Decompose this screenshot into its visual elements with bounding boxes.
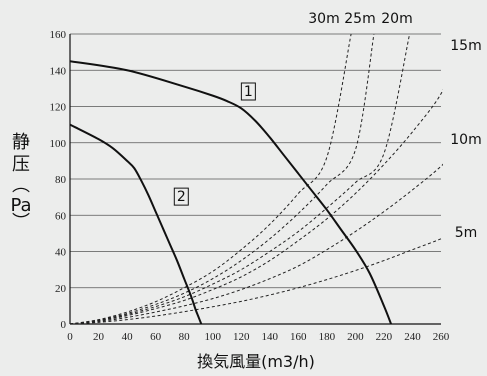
duct-label-10m: 10m: [450, 132, 481, 148]
duct-curve-5m: [70, 237, 443, 324]
x-tick-label-240: 240: [404, 331, 421, 343]
y-axis-label-part-4: ︶: [12, 212, 30, 233]
x-tick-label-20: 20: [93, 331, 105, 343]
x-tick-label-60: 60: [150, 331, 162, 343]
x-tick-label-40: 40: [122, 331, 134, 343]
x-tick-label-200: 200: [347, 331, 364, 343]
x-tick-label-100: 100: [204, 331, 221, 343]
x-tick-label-220: 220: [376, 331, 393, 343]
y-axis-label-part-2: ︵: [12, 175, 30, 196]
y-axis-label-part-0: 静: [12, 132, 30, 153]
x-tick-label-180: 180: [319, 331, 336, 343]
y-axis-label-part-1: 压: [12, 154, 30, 175]
x-tick-label-0: 0: [67, 331, 73, 343]
duct-label-5m: 5m: [455, 225, 478, 241]
grid: [70, 33, 441, 289]
y-tick-label-120: 120: [50, 102, 67, 114]
annotation-1: 1: [240, 82, 256, 101]
duct-label-25m: 25m: [344, 11, 375, 27]
y-tick-label-60: 60: [55, 210, 67, 222]
duct-label-15m: 15m: [450, 38, 481, 54]
labels: 1 2 30m 25m 20m 15m 10m 5m 静压︵Pa︶ 換気風量(m3/h): [10, 11, 481, 371]
duct-curve-15m: [70, 88, 443, 324]
axes: 0 20 40 60 80 100 120 140 160 0 20 40 60 80 100 120 140 1…: [50, 29, 450, 343]
duct-curve-20m: [70, 34, 411, 324]
duct-curve-10m: [70, 163, 443, 324]
duct-curves: [70, 34, 443, 324]
annotation-text-2: 2: [177, 189, 186, 205]
y-tick-label-20: 20: [55, 283, 67, 295]
duct-curve-25m: [70, 34, 375, 324]
y-tick-label-140: 140: [50, 65, 67, 77]
y-tick-label-0: 0: [61, 319, 67, 331]
x-tick-label-140: 140: [262, 331, 279, 343]
duct-label-20m: 20m: [381, 11, 412, 27]
y-tick-label-80: 80: [55, 174, 67, 186]
duct-curve-30m: [70, 34, 352, 324]
x-tick-label-160: 160: [290, 331, 307, 343]
x-axis-label: 換気風量(m3/h): [197, 352, 315, 371]
series-curve-2: [70, 123, 203, 324]
annotation-2: 2: [173, 187, 189, 206]
y-tick-label-100: 100: [50, 138, 67, 150]
y-axis-label-part-3: Pa: [10, 195, 31, 216]
series-curve-1: [70, 60, 392, 324]
x-tick-label-80: 80: [179, 331, 191, 343]
x-tick-label-120: 120: [233, 331, 250, 343]
y-tick-label-40: 40: [55, 247, 67, 259]
performance-curves: [70, 60, 392, 324]
x-tick-label-260: 260: [433, 331, 450, 343]
duct-label-30m: 30m: [308, 11, 339, 27]
annotation-text-1: 1: [244, 84, 253, 100]
y-tick-label-160: 160: [50, 29, 67, 41]
